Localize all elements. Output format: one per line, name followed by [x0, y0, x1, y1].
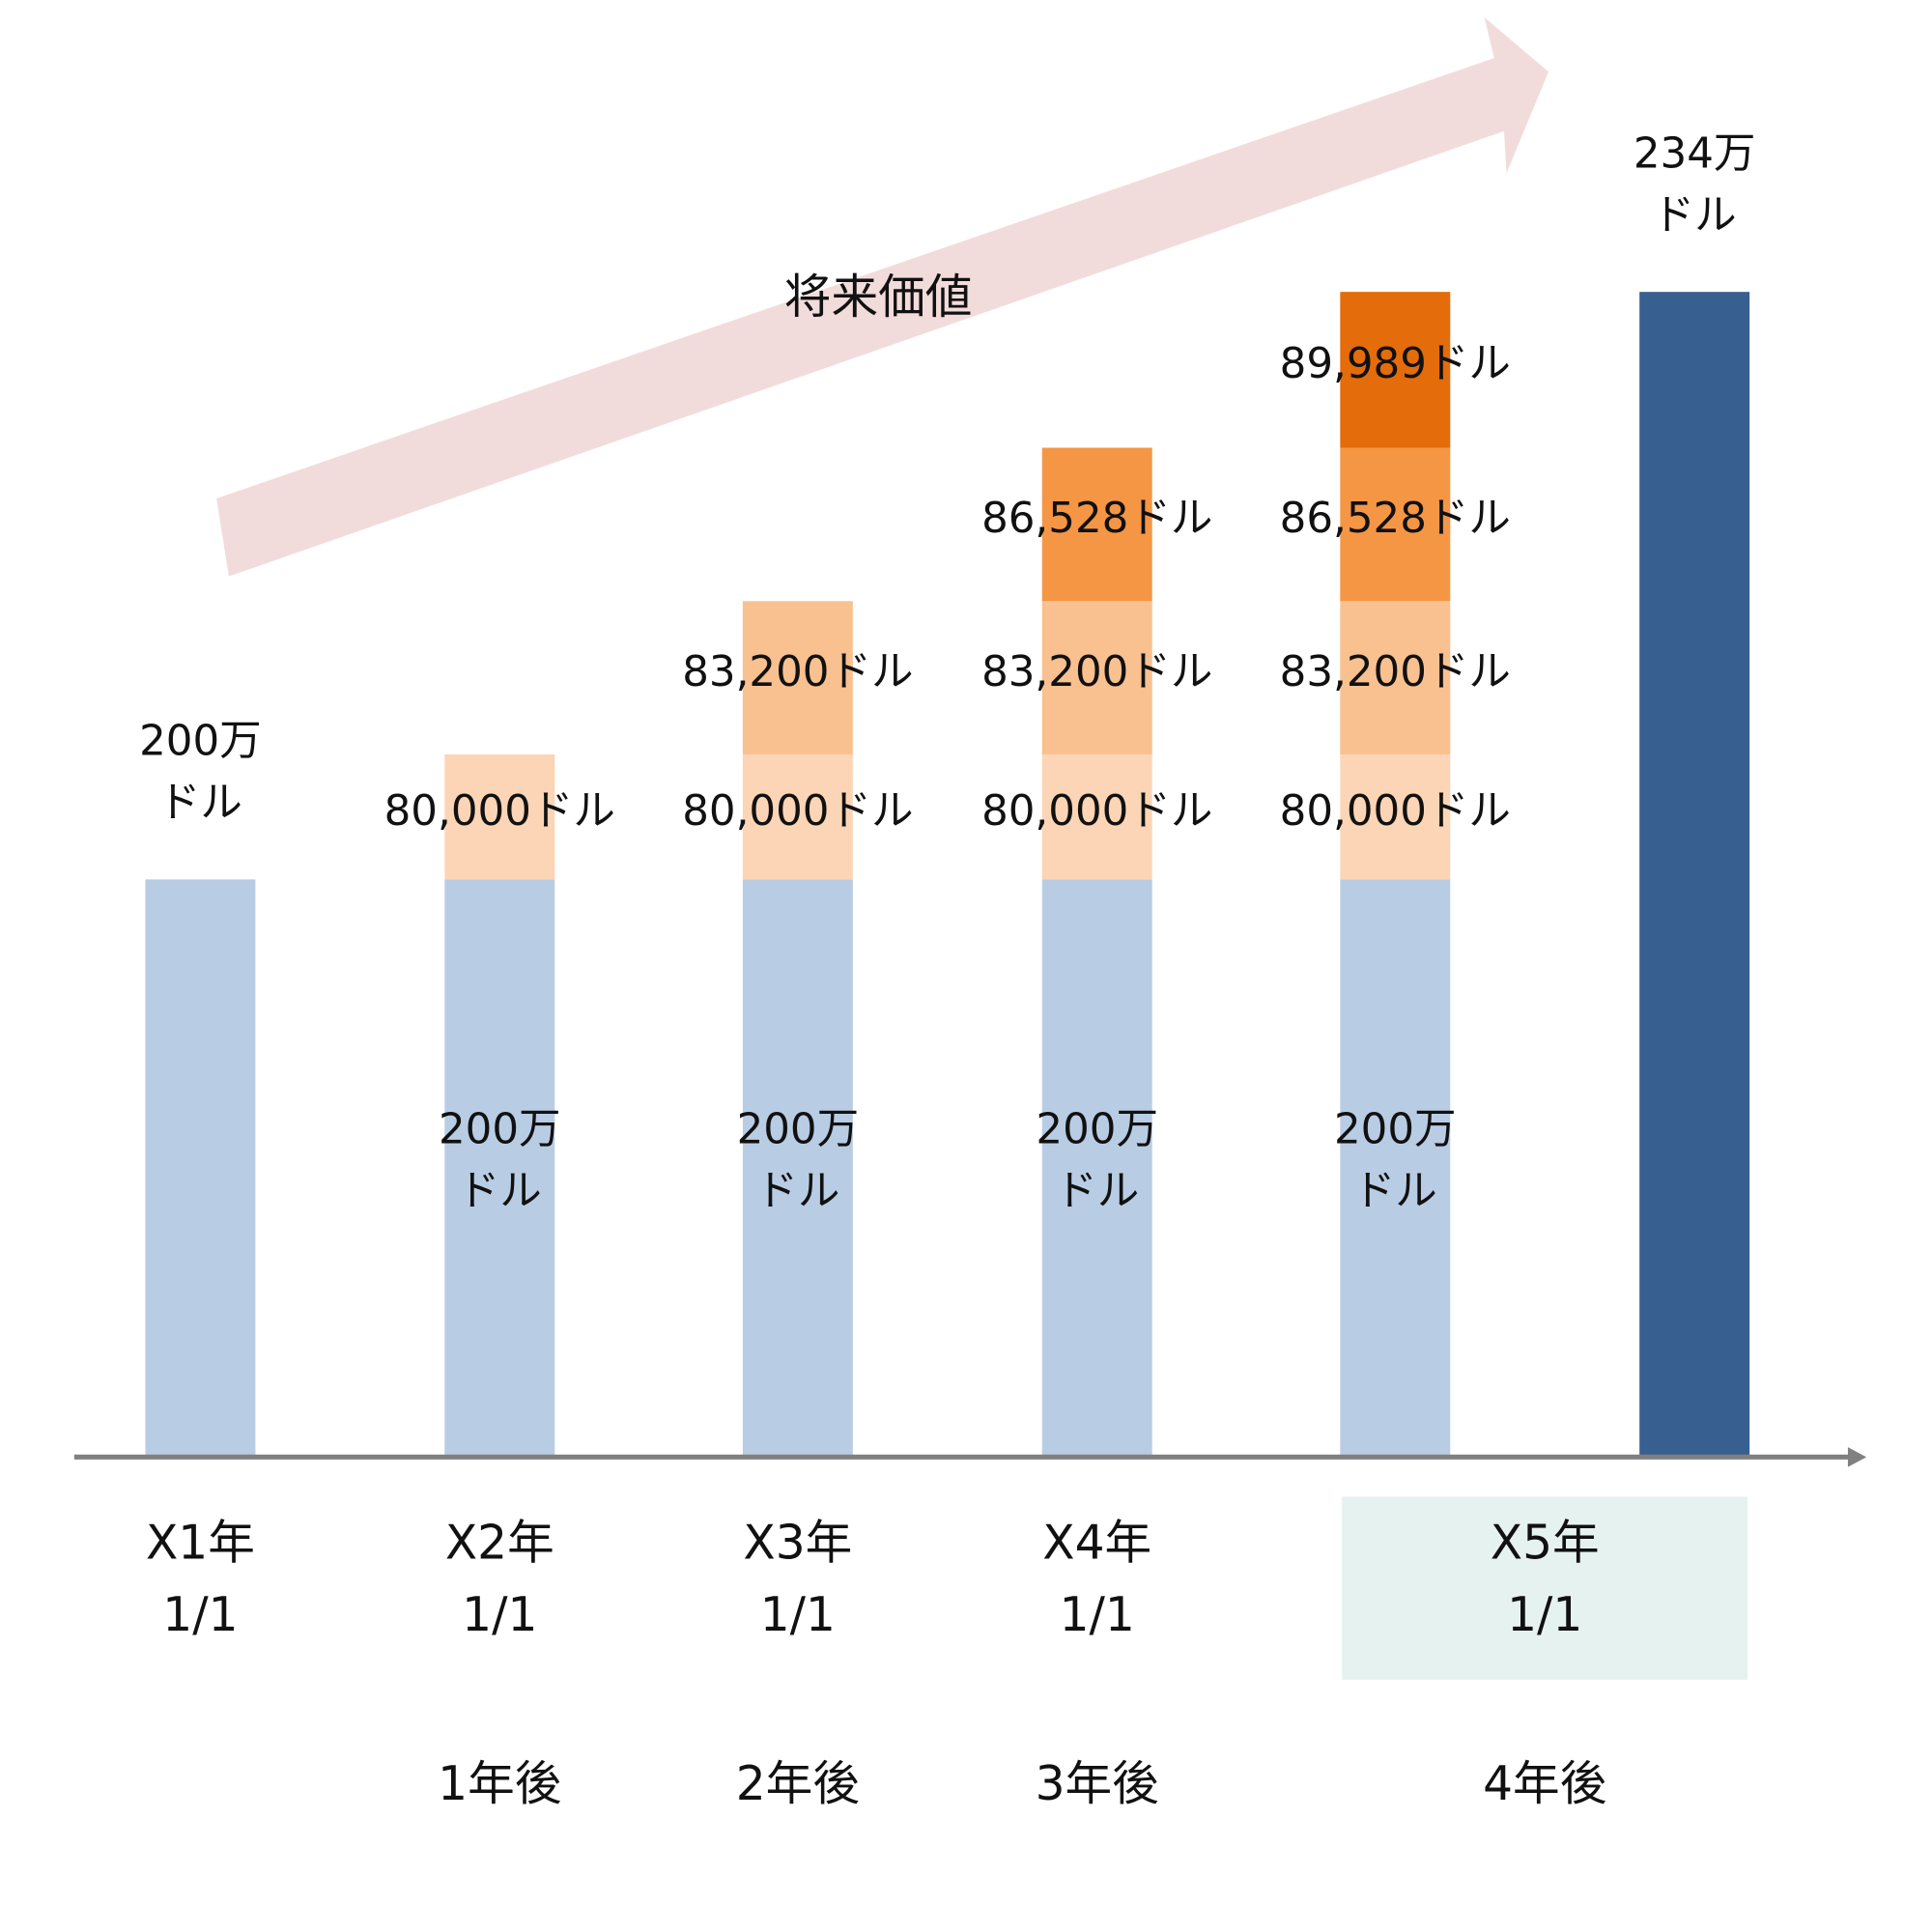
segment-label: 200万: [737, 1106, 860, 1154]
bar-segment: [1041, 447, 1152, 602]
date-label: X1年: [146, 1517, 255, 1571]
elapsed-label: 4年後: [1483, 1757, 1606, 1811]
future-value-arrow: [216, 16, 1549, 577]
segment-label: 89,989ドル: [1280, 340, 1511, 388]
date-label: X2年: [445, 1517, 554, 1571]
segment-label: 83,200ドル: [682, 648, 913, 696]
bar-segment: [742, 754, 853, 880]
bar-segment: [742, 879, 853, 1458]
segment-label: 83,200ドル: [981, 648, 1212, 696]
segment-label: 200万: [439, 1106, 561, 1154]
bar-segment: [1340, 879, 1451, 1458]
segment-label: 200万: [1334, 1106, 1457, 1154]
segment-label: ドル: [458, 1168, 542, 1216]
date-label: 1/1: [462, 1588, 537, 1642]
segment-label: ドル: [1353, 1168, 1437, 1216]
elapsed-label: 2年後: [736, 1757, 860, 1811]
top-label: 200万: [139, 718, 262, 766]
bar-segment: [145, 879, 256, 1458]
segment-label: 80,000ドル: [1280, 787, 1511, 836]
bar-segment: [444, 754, 555, 880]
segment-label: ドル: [1055, 1168, 1139, 1216]
elapsed-label: 3年後: [1036, 1757, 1159, 1811]
bar-segment: [1340, 601, 1451, 755]
bar-segment: [444, 879, 555, 1458]
segment-label: ドル: [755, 1168, 839, 1216]
highlight-box: [1342, 1496, 1748, 1680]
top-label: ドル: [158, 780, 242, 828]
segment-label: 80,000ドル: [682, 787, 913, 836]
bar-segment: [1340, 447, 1451, 602]
bar-segment: [1041, 879, 1152, 1458]
date-label: 1/1: [760, 1588, 836, 1642]
date-label: 1/1: [162, 1588, 238, 1642]
segment-label: 83,200ドル: [1280, 648, 1511, 696]
segment-label: 80,000ドル: [384, 787, 615, 836]
date-label: 1/1: [1060, 1588, 1135, 1642]
segment-label: 200万: [1036, 1106, 1158, 1154]
segment-label: 86,528ドル: [1280, 495, 1511, 543]
bar-segment: [1340, 292, 1451, 448]
bar-segment: [1340, 754, 1451, 880]
date-label: X5年: [1491, 1517, 1600, 1571]
bar-segment: [742, 601, 853, 755]
axis-arrowhead: [1847, 1447, 1867, 1467]
elapsed-label: 1年後: [438, 1757, 561, 1811]
top-label: ドル: [1653, 191, 1737, 240]
columns: 200万ドルX1年1/1200万ドル80,000ドルX2年1/11年後200万ド…: [139, 129, 1755, 1811]
bar-segment: [1639, 292, 1750, 1458]
top-label: 234万: [1634, 129, 1756, 178]
arrow-label: 将来価値: [784, 270, 973, 325]
bar-segment: [1041, 601, 1152, 755]
date-label: 1/1: [1507, 1588, 1582, 1642]
date-label: X3年: [743, 1517, 852, 1571]
segment-label: 86,528ドル: [981, 495, 1212, 543]
bar-segment: [1041, 754, 1152, 880]
date-label: X4年: [1042, 1517, 1151, 1571]
segment-label: 80,000ドル: [981, 787, 1212, 836]
